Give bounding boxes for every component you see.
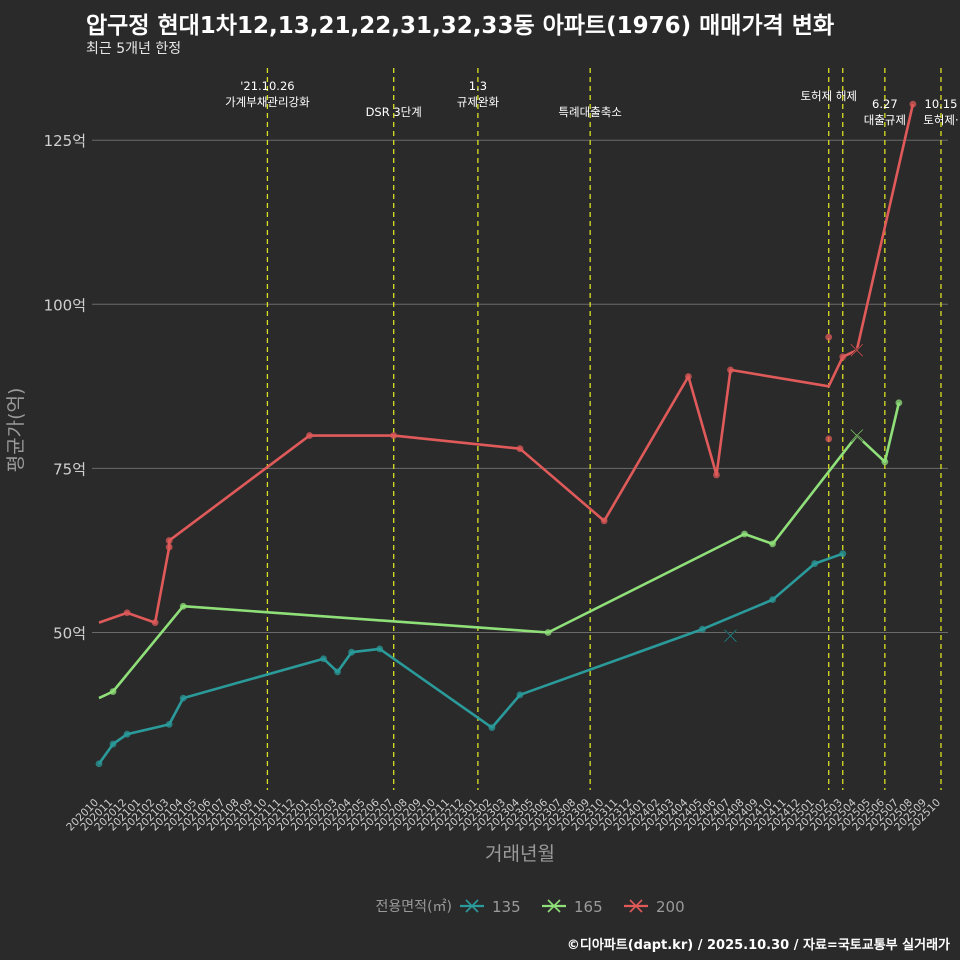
y-tick-label: 100억 — [44, 296, 86, 314]
y-tick-label: 50억 — [53, 624, 86, 642]
legend-key-cross-200 — [629, 899, 643, 913]
data-point-135 — [811, 560, 819, 567]
legend-label-200: 200 — [656, 898, 685, 916]
event-label: 토허제· — [923, 113, 958, 127]
data-point-200 — [123, 609, 131, 617]
legend-key-cross-165 — [547, 899, 561, 913]
event-label: 가계부채관리강화 — [225, 95, 310, 109]
data-point-200 — [390, 432, 398, 439]
data-point-165 — [179, 602, 187, 610]
legend-label-165: 165 — [574, 898, 603, 916]
page-subtitle: 최근 5개년 한정 — [86, 41, 182, 57]
event-label: 특례대출축소 — [558, 105, 621, 119]
data-point-165 — [544, 629, 552, 636]
data-point-135 — [320, 655, 327, 663]
cross-marker-outline-165 — [850, 429, 864, 442]
legend-title: 전용면적(㎡) — [376, 899, 452, 915]
data-point-135 — [699, 625, 706, 633]
event-label: 1.3 — [469, 79, 487, 93]
event-label: DSR 3단계 — [366, 105, 422, 119]
legend-key-cross-135 — [465, 899, 479, 913]
event-label: 6.27 — [872, 97, 898, 111]
data-point-135 — [839, 550, 847, 558]
data-point-135 — [179, 694, 187, 702]
data-point-200 — [516, 445, 524, 453]
y-tick-label: 125억 — [44, 132, 86, 150]
data-point-135 — [95, 760, 103, 768]
data-point-165 — [741, 530, 748, 538]
data-point-165 — [769, 540, 776, 548]
data-point-135 — [348, 648, 356, 656]
series-line-200 — [98, 103, 915, 624]
legend-label-135: 135 — [492, 898, 521, 916]
data-point-200 — [165, 537, 173, 544]
source-caption: ©디아파트(dapt.kr) / 2025.10.30 / 자료=국토교통부 실… — [566, 938, 950, 953]
data-point-135 — [334, 668, 341, 676]
data-point-200 — [839, 353, 847, 361]
data-point-200 — [684, 373, 692, 380]
event-label: 대출규제 — [864, 113, 906, 127]
y-tick-label: 75억 — [53, 460, 86, 478]
data-point-135 — [376, 645, 384, 653]
data-point-165 — [881, 458, 889, 466]
data-point-200 — [825, 435, 833, 443]
page-title: 압구정 현대1차12,13,21,22,31,32,33동 아파트(1976) … — [86, 13, 835, 39]
y-axis-title: 평균가(억) — [5, 388, 27, 473]
data-point-200 — [151, 619, 159, 627]
data-point-135 — [123, 730, 131, 738]
data-point-200 — [713, 471, 720, 479]
data-point-165 — [895, 399, 903, 407]
data-point-200 — [727, 366, 734, 374]
data-point-200 — [825, 333, 833, 341]
event-label: 규제완화 — [457, 95, 500, 109]
data-point-135 — [109, 740, 117, 748]
data-point-200 — [600, 517, 608, 525]
data-point-135 — [516, 691, 524, 699]
cross-marker-outline-135 — [724, 629, 737, 643]
data-point-135 — [488, 724, 496, 732]
data-point-200 — [909, 100, 917, 108]
event-label: '21.10.26 — [240, 79, 294, 93]
event-label: 10.15 — [925, 97, 958, 111]
event-label: 토허제 해제 — [800, 89, 857, 103]
data-point-135 — [769, 596, 776, 604]
data-point-200 — [306, 432, 313, 439]
x-axis-title: 거래년월 — [485, 843, 555, 865]
cross-marker-outline-200 — [850, 343, 864, 357]
series-line-135 — [97, 552, 844, 765]
data-point-165 — [109, 688, 117, 695]
data-point-200 — [165, 543, 173, 551]
data-point-135 — [165, 720, 173, 728]
